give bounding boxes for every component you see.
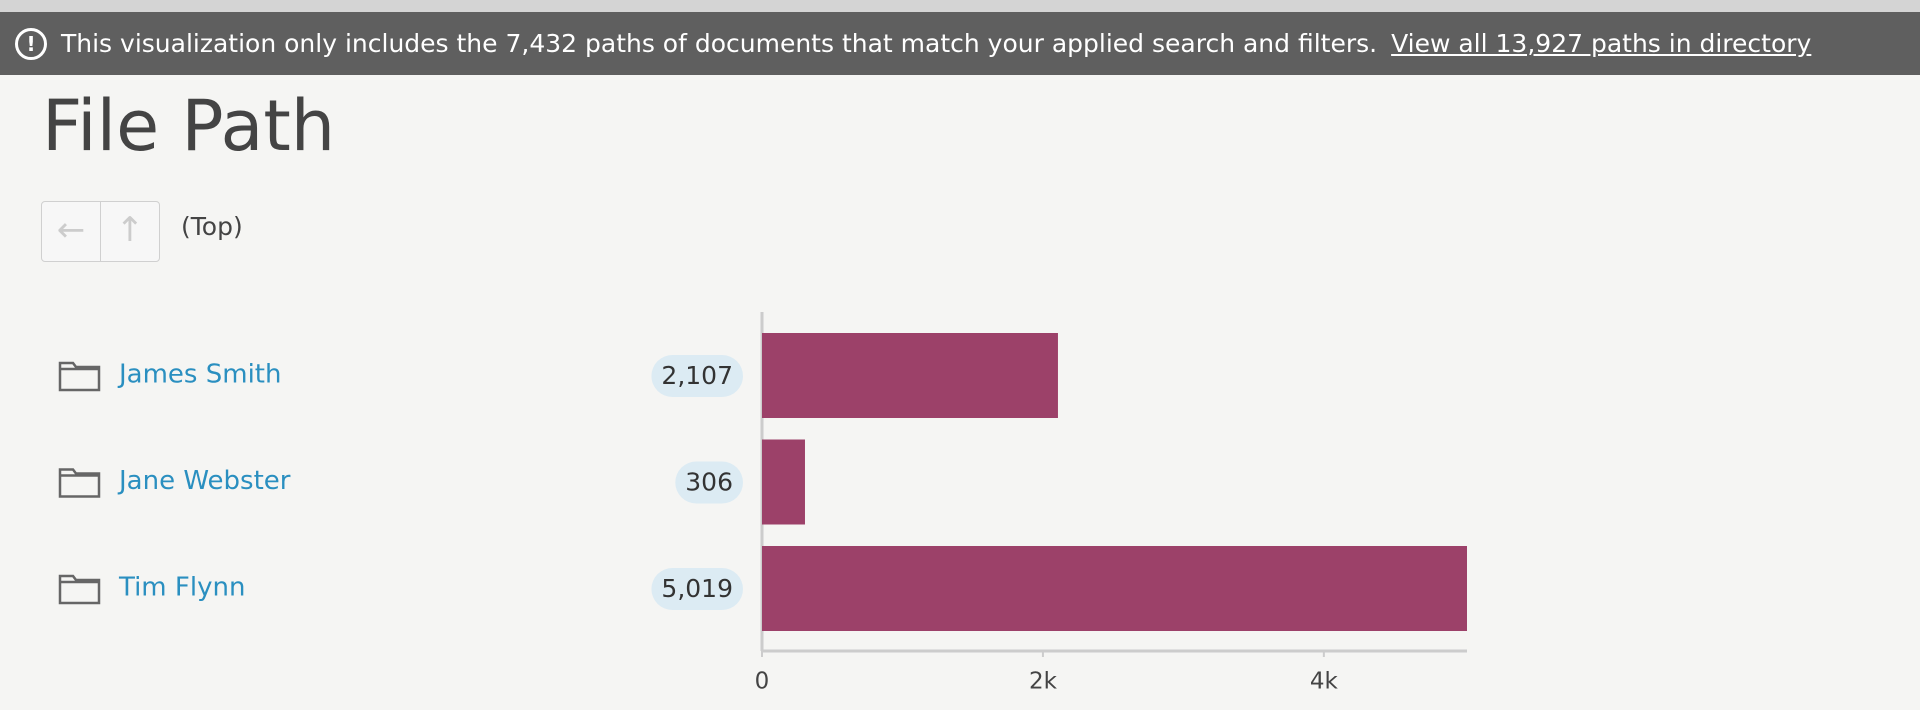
x-tick-label: 4k: [1310, 669, 1339, 695]
folder-shape: [58, 468, 101, 498]
view-all-link[interactable]: View all 13,927 paths in directory: [1391, 29, 1812, 58]
top-strip: [0, 0, 1920, 12]
folder-icon: [58, 574, 101, 605]
value-label: 5,019: [661, 574, 733, 603]
folder-name[interactable]: James Smith: [117, 360, 281, 390]
value-pill: [651, 568, 743, 610]
folder-icon: [58, 361, 101, 392]
nav-buttons: ← ↑: [41, 201, 160, 262]
value-label: 306: [685, 468, 733, 497]
breadcrumb: (Top): [181, 212, 243, 241]
folder-name[interactable]: Jane Webster: [117, 466, 291, 496]
info-icon: !: [15, 27, 47, 60]
page-title: File Path: [42, 85, 336, 167]
banner-text: This visualization only includes the 7,4…: [61, 29, 1378, 58]
folder-name[interactable]: Tim Flynn: [118, 573, 245, 603]
folder-icon: [58, 468, 101, 498]
folder-shape: [58, 361, 101, 392]
value-pill: [675, 461, 743, 504]
bar: [762, 333, 1058, 418]
up-button[interactable]: ↑: [100, 202, 159, 261]
bar: [762, 439, 805, 525]
value-label: 2,107: [661, 361, 733, 390]
folder-shape: [58, 574, 101, 605]
bar: [762, 546, 1467, 631]
x-tick-label: 2k: [1029, 669, 1058, 695]
back-button[interactable]: ←: [56, 210, 86, 250]
x-tick-label: 0: [755, 669, 770, 695]
info-banner: ! This visualization only includes the 7…: [0, 12, 1920, 75]
value-pill: [651, 355, 743, 397]
